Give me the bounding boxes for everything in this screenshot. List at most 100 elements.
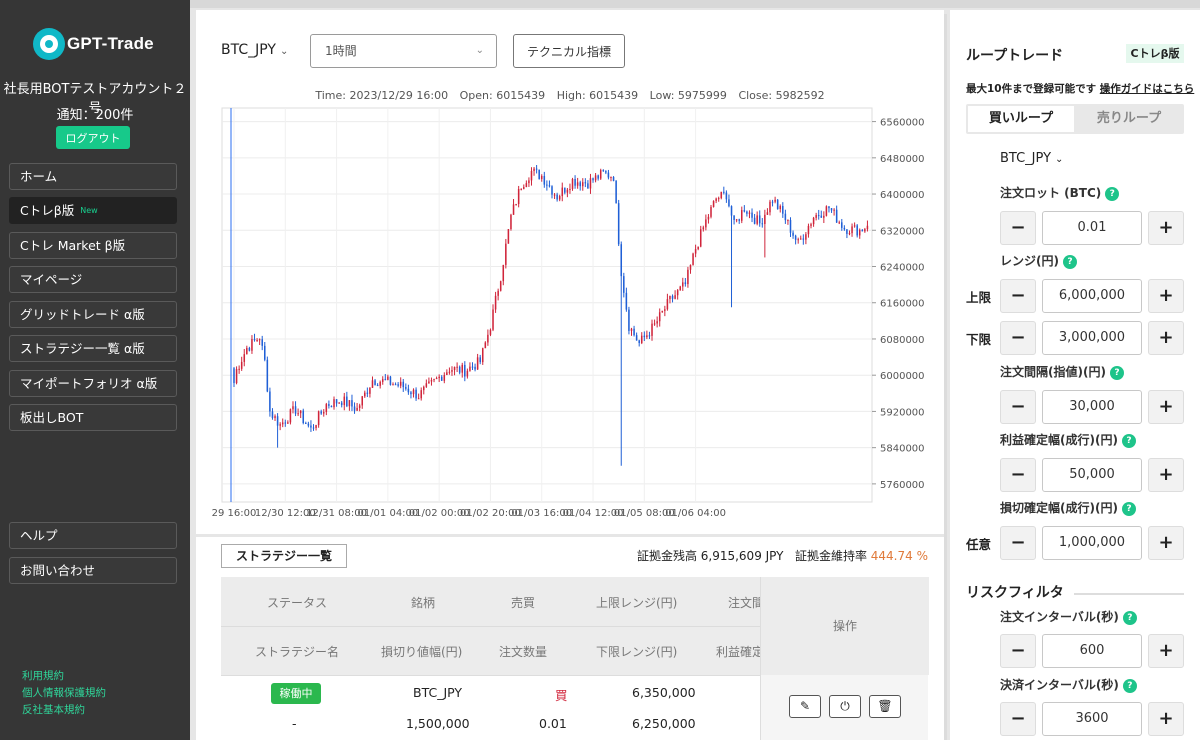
y-tick-label: 6480000 [880,154,925,165]
help-icon[interactable]: ? [1062,255,1077,269]
notification-count[interactable]: 通知：200件 [56,108,134,123]
profit-increment-button[interactable]: + [1148,458,1184,492]
stop-decrement-button[interactable]: − [1000,526,1036,560]
help-icon[interactable]: ? [1105,187,1120,201]
nav-contact[interactable]: お問い合わせ [9,557,177,584]
candle-body [615,180,617,204]
order-interval-decrement-button[interactable]: − [1000,634,1036,668]
candle-body [843,227,846,230]
ohlc-high: High: 6015439 [556,89,639,102]
logout-button[interactable]: ログアウト [56,126,130,149]
candle-body [471,366,474,368]
candle-body [399,381,402,386]
nav-ctrade-market[interactable]: Cトレ Market β版 [9,232,177,259]
settle-interval-input[interactable]: 3600 [1042,702,1142,736]
x-tick-label: 01/03 16:00 [511,508,572,519]
candle-body [728,199,730,207]
technical-indicator-button[interactable]: テクニカル指標 [513,34,625,68]
candle-body [507,229,510,244]
cell-side: 買 [555,688,568,703]
candle-body [684,282,687,285]
order-interval-stepper: − 600 + [1000,634,1184,668]
antisocial-link[interactable]: 反社基本規約 [22,704,85,716]
candle-body [669,295,671,300]
candle-body [712,200,715,207]
profit-stepper: − 50,000 + [1000,458,1184,492]
interval-input[interactable]: 30,000 [1042,390,1142,424]
upper-increment-button[interactable]: + [1148,279,1184,313]
order-interval-input[interactable]: 600 [1042,634,1142,668]
upper-decrement-button[interactable]: − [1000,279,1036,313]
nav-home[interactable]: ホーム [9,163,177,190]
lower-increment-button[interactable]: + [1148,321,1184,355]
nav-portfolio[interactable]: マイポートフォリオ α版 [9,370,177,397]
candle-body [679,286,681,291]
nav-ctrade-beta[interactable]: Cトレβ版 New [9,197,177,224]
candle-body [841,222,843,228]
lot-decrement-button[interactable]: − [1000,211,1036,245]
help-icon[interactable]: ? [1122,611,1137,625]
x-tick-label: 01/05 08:00 [614,508,675,519]
toggle-button[interactable]: ⏻ [829,695,861,718]
candle-body [610,177,612,179]
help-icon[interactable]: ? [1121,502,1136,516]
edit-button[interactable]: ✎ [789,695,821,718]
candlestick-chart[interactable]: 6560000 6480000 6400000 6320000 6240000 61600… [196,10,944,534]
candle-body [758,215,761,224]
candle-body [410,392,412,395]
terms-link[interactable]: 利用規約 [22,670,64,682]
help-icon[interactable]: ? [1121,434,1136,448]
profit-decrement-button[interactable]: − [1000,458,1036,492]
lot-input[interactable]: 0.01 [1042,211,1142,245]
candle-body [823,215,825,218]
nav-mypage[interactable]: マイページ [9,266,177,293]
candle-body [646,335,648,338]
nav-board-bot[interactable]: 板出しBOT [9,404,177,431]
candle-body [866,225,869,230]
candle-body [266,359,269,392]
stop-stepper: − 1,000,000 + [1000,526,1184,560]
lower-input[interactable]: 3,000,000 [1042,321,1142,355]
stop-side-label: 任意 [966,537,992,552]
nav-grid-trade[interactable]: グリッドトレード α版 [9,301,177,328]
help-icon[interactable]: ? [1122,679,1137,693]
tab-sell-loop[interactable]: 売りループ [1096,111,1162,126]
operations-column: 操作 ✎ ⏻ 🗑 [760,577,929,740]
stop-input[interactable]: 1,000,000 [1042,526,1142,560]
loop-pair-selector[interactable]: BTC_JPY ⌄ [1000,151,1064,166]
account-name: 社長用BOTテストアカウント２号 [3,82,187,116]
nav-strategy-list[interactable]: ストラテジー一覧 α版 [9,335,177,362]
stop-increment-button[interactable]: + [1148,526,1184,560]
candle-body [302,410,305,424]
logo[interactable]: GPT-Trade [33,28,154,60]
delete-button[interactable]: 🗑 [869,695,901,718]
tab-buy-loop[interactable]: 買いループ [968,106,1074,132]
tab-strategy-list[interactable]: ストラテジー一覧 [221,544,347,568]
header-status: ステータス [267,596,328,610]
candle-body [274,416,276,418]
header-lower-range: 下限レンジ(円) [596,645,678,659]
lot-increment-button[interactable]: + [1148,211,1184,245]
candle-body [397,384,399,386]
candle-body [715,198,717,201]
profit-input[interactable]: 50,000 [1042,458,1142,492]
candle-body [258,339,261,341]
order-interval-increment-button[interactable]: + [1148,634,1184,668]
upper-input[interactable]: 6,000,000 [1042,279,1142,313]
guide-link[interactable]: 操作ガイドはこちら [1099,83,1195,95]
interval-decrement-button[interactable]: − [1000,390,1036,424]
settle-interval-decrement-button[interactable]: − [1000,702,1036,736]
nav-help[interactable]: ヘルプ [9,522,177,549]
candle-body [320,411,322,414]
candle-body [825,206,828,216]
candle-body [756,215,758,224]
timeframe-select[interactable]: 1時間 ⌄ [310,34,497,68]
pair-selector[interactable]: BTC_JPY ⌄ [221,42,289,58]
privacy-link[interactable]: 個人情報保護規約 [22,687,106,699]
help-icon[interactable]: ? [1109,366,1124,380]
settle-interval-increment-button[interactable]: + [1148,702,1184,736]
x-tick-label: 01/02 20:00 [460,508,521,519]
interval-increment-button[interactable]: + [1148,390,1184,424]
lower-decrement-button[interactable]: − [1000,321,1036,355]
candle-body [235,369,238,384]
